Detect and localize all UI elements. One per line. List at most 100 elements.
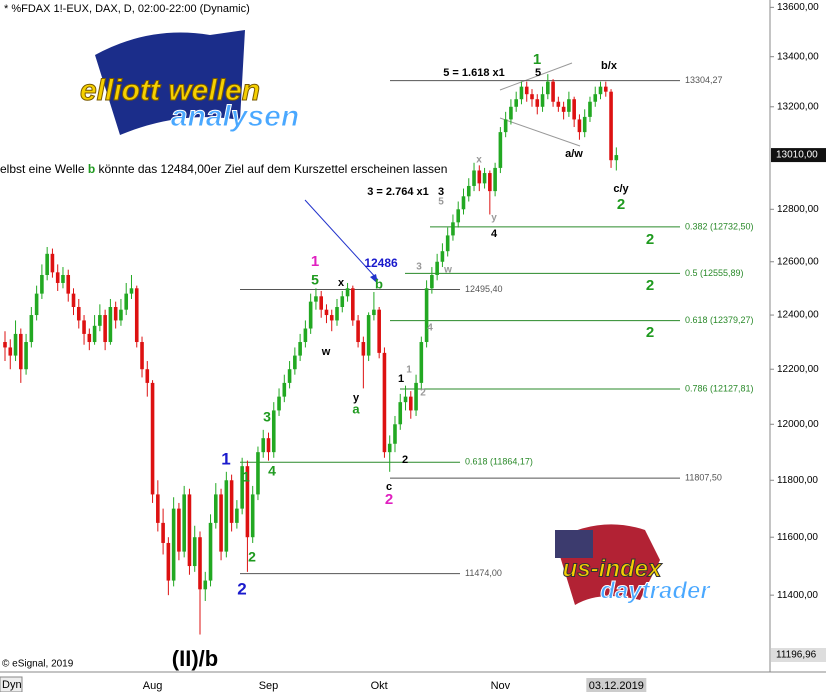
candle-body bbox=[192, 537, 197, 567]
candle-body bbox=[466, 185, 471, 197]
candle-body bbox=[171, 508, 176, 581]
y-tick-label: 12800,00 bbox=[777, 204, 819, 215]
candle-body bbox=[414, 382, 418, 411]
wave-label: b bbox=[375, 276, 383, 291]
candle-body bbox=[582, 116, 587, 133]
level-label: 0.382 (12732,50) bbox=[685, 221, 754, 231]
candle-body bbox=[303, 328, 308, 343]
candle-body bbox=[134, 288, 139, 343]
copyright: © eSignal, 2019 bbox=[2, 659, 74, 670]
wave-label: 1 bbox=[311, 253, 319, 270]
candle-body bbox=[472, 170, 476, 186]
candle-body bbox=[419, 342, 424, 383]
wave-label: 5 = 1.618 x1 bbox=[443, 67, 504, 79]
candle-body bbox=[3, 342, 7, 348]
candle-body bbox=[161, 522, 165, 543]
candle-body bbox=[398, 402, 403, 425]
candle-body bbox=[509, 106, 513, 120]
wave-label: 5 bbox=[535, 67, 541, 79]
level-label: 11474,00 bbox=[465, 568, 502, 578]
candle-body bbox=[377, 309, 381, 353]
y-tick-label: 11600,00 bbox=[777, 532, 818, 543]
x-tick-label: Sep bbox=[259, 680, 279, 692]
candle-body bbox=[40, 274, 44, 294]
wave-label: 2 bbox=[646, 277, 654, 294]
channel-line bbox=[499, 117, 581, 147]
candle-body bbox=[24, 342, 28, 370]
candle-body bbox=[493, 167, 497, 192]
candle-body bbox=[319, 296, 323, 310]
candle-body bbox=[140, 342, 144, 370]
candle-body bbox=[535, 99, 540, 107]
wave-label: 1 bbox=[221, 449, 230, 468]
x-tick-label: Nov bbox=[491, 680, 511, 692]
candle-body bbox=[503, 119, 508, 133]
arrow-head bbox=[370, 274, 378, 284]
wave-label: 2 bbox=[402, 454, 408, 466]
wave-label: 1 bbox=[398, 373, 404, 385]
wave-label: 2 bbox=[617, 196, 625, 213]
wave-label: 1 bbox=[406, 365, 412, 376]
candle-body bbox=[19, 333, 23, 370]
level-label: 0.618 (11864,17) bbox=[465, 457, 533, 467]
wave-label: 2 bbox=[646, 324, 654, 341]
candle-body bbox=[372, 309, 376, 316]
candle-body bbox=[8, 347, 13, 356]
candle-body bbox=[530, 94, 534, 100]
level-label: 13304,27 bbox=[685, 75, 723, 85]
wave-label: 2 bbox=[420, 388, 426, 399]
price-marker bbox=[771, 148, 826, 163]
level-label: 11807,50 bbox=[685, 473, 722, 483]
candle-body bbox=[71, 293, 76, 308]
candle-body bbox=[156, 494, 160, 523]
wave-label: 4 bbox=[427, 323, 433, 334]
logo-text: analysen bbox=[171, 100, 299, 133]
wave-label: w bbox=[321, 346, 331, 358]
wave-label: 5 bbox=[438, 197, 444, 208]
wave-label: w bbox=[443, 265, 452, 276]
candle-body bbox=[92, 325, 97, 343]
level-label: 0.5 (12555,89) bbox=[685, 268, 744, 278]
candle-body bbox=[588, 101, 592, 117]
candle-body bbox=[287, 369, 292, 383]
candle-body bbox=[456, 209, 461, 223]
candle-body bbox=[382, 352, 387, 453]
price-marker-label: 11196,96 bbox=[776, 650, 817, 661]
candle-body bbox=[187, 494, 192, 567]
y-tick-label: 13600,00 bbox=[777, 2, 819, 13]
wave-label: a bbox=[352, 401, 360, 416]
candle-body bbox=[240, 466, 244, 509]
logo-top: elliott wellen analysen bbox=[79, 30, 300, 135]
candle-body bbox=[609, 91, 613, 161]
candle-body bbox=[614, 155, 619, 161]
price-marker-label: 13010,00 bbox=[776, 150, 818, 161]
candle-body bbox=[329, 315, 334, 321]
candle-body bbox=[271, 410, 276, 453]
candle-body bbox=[129, 288, 134, 294]
wave-label: 3 = 2.764 x1 bbox=[367, 186, 428, 198]
caption-text: elbst eine Welle bbox=[0, 162, 88, 176]
caption: elbst eine Welle b könnte das 12484,00er… bbox=[0, 162, 447, 176]
candle-body bbox=[482, 173, 487, 184]
wave-label: c/y bbox=[613, 183, 629, 195]
candle-body bbox=[498, 132, 503, 168]
candle-body bbox=[461, 196, 466, 210]
header: * %FDAX 1!-EUX, DAX, D, 02:00-22:00 (Dyn… bbox=[4, 3, 250, 15]
candle-body bbox=[424, 288, 429, 343]
mode-box[interactable] bbox=[0, 676, 23, 692]
candle-body bbox=[519, 86, 524, 100]
candle-body bbox=[572, 99, 576, 120]
candle-body bbox=[219, 494, 223, 552]
y-tick-label: 13400,00 bbox=[777, 51, 819, 62]
candle-body bbox=[29, 315, 34, 343]
candle-body bbox=[540, 94, 545, 107]
y-tick-label: 12600,00 bbox=[777, 256, 819, 267]
wave-label: (II)/b bbox=[172, 646, 218, 671]
y-tick-label: 12400,00 bbox=[777, 310, 819, 321]
level-label: 0.786 (12127,81) bbox=[685, 383, 754, 393]
wave-label: b/x bbox=[601, 60, 618, 72]
candle-body bbox=[266, 438, 271, 453]
wave-label: 3 bbox=[438, 186, 444, 198]
wave-label: 12486 bbox=[364, 256, 398, 270]
candle-body bbox=[277, 396, 281, 411]
